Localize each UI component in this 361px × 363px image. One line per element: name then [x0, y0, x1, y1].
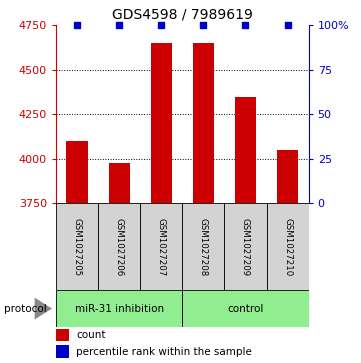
Text: percentile rank within the sample: percentile rank within the sample — [76, 347, 252, 356]
Text: GSM1027208: GSM1027208 — [199, 218, 208, 276]
Text: count: count — [76, 330, 106, 340]
Text: GSM1027210: GSM1027210 — [283, 218, 292, 276]
Bar — [109, 163, 130, 203]
Point — [285, 23, 291, 28]
Text: protocol: protocol — [4, 303, 46, 314]
Bar — [277, 150, 298, 203]
Point — [74, 23, 80, 28]
Bar — [56, 345, 69, 358]
Bar — [66, 141, 87, 203]
Bar — [151, 43, 172, 203]
Point — [158, 23, 164, 28]
Text: GSM1027209: GSM1027209 — [241, 218, 250, 276]
Point — [200, 23, 206, 28]
Bar — [56, 203, 98, 290]
Bar — [140, 203, 182, 290]
Bar — [182, 290, 309, 327]
Bar — [235, 97, 256, 203]
Text: GSM1027206: GSM1027206 — [115, 218, 123, 276]
Bar — [266, 203, 309, 290]
Text: GSM1027205: GSM1027205 — [73, 218, 82, 276]
Text: miR-31 inhibition: miR-31 inhibition — [75, 303, 164, 314]
Bar — [56, 329, 69, 341]
Bar — [56, 290, 182, 327]
Bar — [225, 203, 266, 290]
Point — [243, 23, 248, 28]
Bar — [193, 43, 214, 203]
Text: control: control — [227, 303, 264, 314]
Text: GSM1027207: GSM1027207 — [157, 218, 166, 276]
Bar — [98, 203, 140, 290]
Point — [116, 23, 122, 28]
Bar — [182, 203, 225, 290]
Title: GDS4598 / 7989619: GDS4598 / 7989619 — [112, 8, 253, 21]
Polygon shape — [35, 298, 52, 319]
